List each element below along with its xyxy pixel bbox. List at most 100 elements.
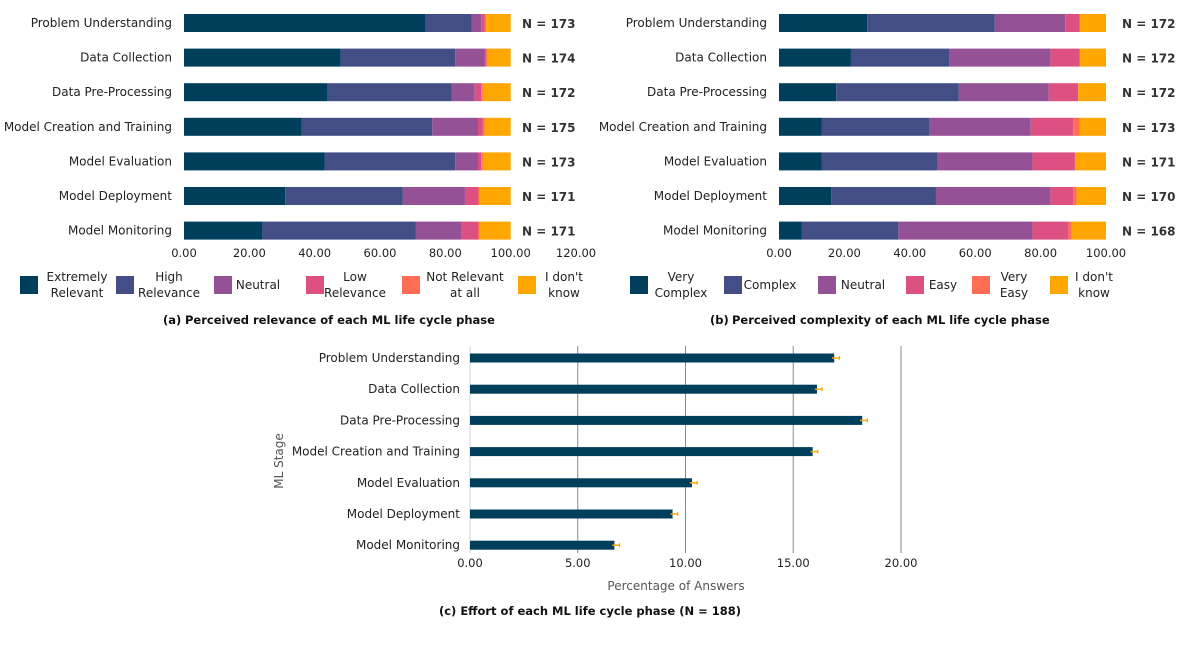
bar-segment [1079, 48, 1106, 67]
bar-segment [484, 14, 487, 32]
bar-segment [486, 14, 511, 32]
panel-a-relevance-chart: Problem Understanding N = 173 Data Collect… [4, 14, 596, 327]
legend-label: at all [450, 286, 480, 300]
x-tick-label: 20.00 [885, 556, 918, 570]
n-label: N = 174 [522, 52, 576, 66]
bar-segment [301, 117, 433, 136]
bar-segment [779, 187, 832, 205]
bar-segment [958, 83, 1049, 102]
category-label: Data Pre-Processing [647, 85, 767, 99]
x-axis-title: Percentage of Answers [607, 579, 744, 593]
bar-segment [1068, 221, 1072, 240]
bar-segment [484, 48, 487, 67]
legend-label: Low [343, 270, 367, 284]
legend-label: Very [1001, 270, 1028, 284]
legend-label: Neutral [841, 278, 885, 292]
legend-label: Easy [929, 278, 957, 292]
category-label: Model Monitoring [663, 224, 767, 238]
bar-segment [474, 83, 482, 102]
n-label: N = 173 [522, 155, 576, 169]
n-label: N = 170 [1122, 190, 1176, 204]
bar-segment [1065, 14, 1080, 32]
legend-swatch [1050, 276, 1068, 294]
bar-segment [425, 14, 472, 32]
bar-segment [478, 117, 483, 136]
bar-segment [850, 48, 950, 67]
x-tick-label: 100.00 [491, 246, 531, 260]
x-tick-label: 40.00 [893, 246, 926, 260]
bar-segment [486, 48, 488, 67]
n-label: N = 171 [522, 225, 576, 239]
bar-segment [821, 152, 938, 171]
bar [470, 478, 692, 488]
bar-segment [935, 187, 1051, 205]
bar-segment [1048, 83, 1079, 102]
bar-segment [184, 187, 286, 205]
x-tick-label: 40.00 [298, 246, 331, 260]
x-tick-label: 5.00 [565, 556, 591, 570]
bar-segment [831, 187, 936, 205]
x-tick-label: 100.00 [1086, 246, 1126, 260]
bar-segment [481, 83, 483, 102]
legend-label: Extremely [47, 270, 108, 284]
n-label: N = 173 [1122, 121, 1176, 135]
legend-swatch [402, 276, 420, 294]
bar-segment [184, 117, 302, 136]
bar-segment [898, 221, 1033, 240]
bar-segment [432, 117, 478, 136]
n-label: N = 172 [1122, 17, 1176, 31]
x-tick-label: 20.00 [828, 246, 861, 260]
caption-prefix: (b) [710, 313, 729, 327]
category-label: Data Collection [675, 51, 767, 65]
x-tick-label: 120.00 [556, 246, 596, 260]
legend-label: Complex [744, 278, 797, 292]
bar-segment [1032, 221, 1069, 240]
legend-swatch [724, 276, 742, 294]
category-label: Data Pre-Processing [340, 413, 460, 427]
x-tick-label: 20.00 [233, 246, 266, 260]
legend-label: I don't [1075, 270, 1113, 284]
legend-label: know [1078, 286, 1110, 300]
bar [470, 447, 813, 457]
bar-segment [779, 48, 851, 67]
bar-segment [937, 152, 1033, 171]
caption: Perceived complexity of each ML life cyc… [732, 313, 1050, 327]
n-label: N = 172 [1122, 52, 1176, 66]
caption: (c) Effort of each ML life cycle phase (… [439, 604, 741, 618]
panel-c-effort-chart: Problem Understanding Data Collection Data… [272, 346, 917, 618]
bar [470, 540, 615, 550]
bar-segment [262, 221, 416, 240]
panel-b-complexity-chart: Problem Understanding N = 172 Data Collect… [599, 14, 1176, 327]
bar-segment [929, 117, 1031, 136]
x-tick-label: 80.00 [1024, 246, 1057, 260]
bar-segment [184, 83, 328, 102]
x-tick-label: 60.00 [959, 246, 992, 260]
x-tick-label: 10.00 [669, 556, 702, 570]
bar-segment [801, 221, 899, 240]
bar-segment [327, 83, 452, 102]
x-tick-label: 0.00 [766, 246, 792, 260]
category-label: Model Evaluation [357, 476, 460, 490]
category-label: Model Deployment [654, 189, 768, 203]
category-label: Problem Understanding [319, 351, 460, 365]
category-label: Model Creation and Training [4, 120, 172, 134]
category-label: Data Pre-Processing [52, 85, 172, 99]
x-tick-label: 60.00 [364, 246, 397, 260]
bar-segment [461, 221, 478, 240]
bar-segment [478, 221, 480, 240]
caption: Perceived relevance of each ML life cycl… [185, 313, 495, 327]
bar-segment [1073, 117, 1080, 136]
bar-segment [1074, 152, 1106, 171]
legend-label: Relevance [324, 286, 386, 300]
legend-swatch [214, 276, 232, 294]
legend-label: Easy [1000, 286, 1028, 300]
bar-segment [479, 187, 511, 205]
bar-segment [455, 152, 478, 171]
legend-swatch [20, 276, 38, 294]
legend-label: know [548, 286, 580, 300]
bar-segment [482, 83, 511, 102]
bar-segment [1071, 221, 1106, 240]
bar-segment [481, 152, 483, 171]
bar-segment [779, 83, 837, 102]
